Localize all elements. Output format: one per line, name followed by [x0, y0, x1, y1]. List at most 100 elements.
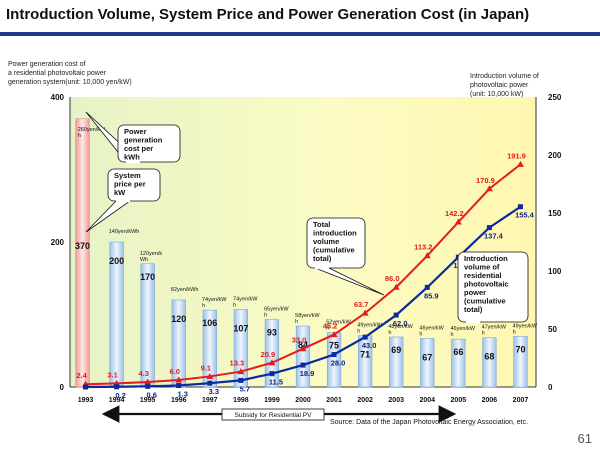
cost-bar-unit-label: 46yen/kW	[450, 326, 475, 332]
cost-callout-text: Power	[124, 127, 147, 136]
residential-callout-text: Introduction	[464, 254, 508, 263]
total-volume-point	[268, 359, 276, 366]
right-axis-title: (unit: 10,000 kW)	[470, 91, 523, 98]
total-volume-label: 9.1	[201, 363, 211, 372]
residential-callout-text: total)	[464, 305, 483, 314]
cost-bar-unit-label: 82yen/kWh	[171, 287, 199, 293]
cost-callout-text: generation	[124, 136, 163, 145]
page-number: 61	[577, 431, 592, 446]
cost-callout-text: kWh	[124, 153, 140, 162]
residential-volume-label: 1.3	[178, 389, 188, 398]
price-callout-box	[107, 168, 161, 202]
total-volume-point	[330, 331, 338, 338]
residential-volume-point	[486, 225, 492, 231]
left-axis-title: generation system(unit: 10,000 yen/kW)	[8, 79, 132, 86]
cost-bar-value: 68	[484, 352, 494, 362]
cost-bar-unit-label: 74yen/kW	[202, 297, 227, 303]
residential-volume-label: 137.4	[484, 232, 504, 241]
total-callout-text: introduction	[313, 229, 357, 238]
x-tick-label: 2005	[451, 397, 467, 404]
cost-bar-value: 71	[360, 350, 370, 360]
total-volume-label: 4.3	[138, 369, 148, 378]
total-volume-label: 20.9	[261, 350, 276, 359]
residential-callout-text: (cumulative	[464, 297, 506, 306]
residential-callout-text: residential	[464, 271, 502, 280]
total-volume-point	[206, 372, 214, 379]
residential-callout-text: volume of	[464, 263, 500, 272]
right-tick-label: 250	[548, 93, 562, 102]
cost-bar-unit-label: 52yen/kW	[326, 320, 351, 326]
residential-volume-label: 3.3	[209, 387, 219, 396]
price-callout-pointer-join	[116, 200, 130, 203]
cost-bar-unit-label: 260yen/kW	[78, 127, 106, 133]
x-tick-label: 2003	[388, 397, 404, 404]
x-tick-label: 1993	[78, 397, 94, 404]
cost-bar-unit-label: h	[357, 329, 360, 335]
cost-bar-value: 107	[233, 323, 248, 333]
total-volume-point	[485, 185, 493, 192]
cost-bar-unit-label: h	[482, 331, 485, 337]
cost-bar-value: 106	[202, 318, 217, 328]
cost-bar-value: 69	[391, 345, 401, 355]
total-volume-point	[516, 160, 524, 167]
residential-volume-point	[238, 377, 244, 383]
cost-bar-unit-label: 46yen/kW	[419, 325, 444, 331]
source-note: Source: Data of the Japan Photovoltaic E…	[330, 419, 528, 426]
left-axis-title: Power generation cost of	[8, 61, 85, 68]
cost-bar-unit-label: h	[233, 302, 236, 308]
cost-bar	[420, 338, 435, 388]
total-volume-point	[144, 378, 152, 385]
cost-bar-value: 84	[298, 340, 308, 350]
cost-bar-unit-label: h	[202, 303, 205, 309]
total-volume-point	[454, 218, 462, 225]
x-tick-label: 1997	[202, 397, 218, 404]
right-axis-title: Introduction volume of	[470, 73, 539, 80]
subsidy-box	[221, 408, 325, 421]
price-callout-text: kW	[114, 188, 126, 197]
x-tick-label: 1998	[233, 397, 249, 404]
right-tick-label: 50	[548, 325, 557, 334]
cost-bar-unit-label: 140yen/kWh	[109, 229, 140, 235]
x-tick-label: 2001	[326, 397, 342, 404]
total-callout-text: volume	[313, 237, 339, 246]
cost-bar-value: 70	[515, 344, 525, 354]
total-volume-label: 6.0	[170, 367, 180, 376]
cost-bar-unit-label: h	[295, 319, 298, 325]
cost-bar-unit-label: 48yen/kW	[388, 324, 413, 330]
total-callout-box	[306, 217, 366, 269]
right-tick-label: 150	[548, 209, 562, 218]
cost-bar-unit-label: h	[450, 332, 453, 338]
cost-callout-text: cost per	[124, 144, 153, 153]
residential-volume-point	[145, 383, 151, 389]
price-callout-text: price per	[114, 180, 146, 189]
cost-bar-unit-label: Wh	[140, 257, 148, 263]
cost-bar	[264, 319, 280, 388]
residential-callout-text: power	[464, 288, 486, 297]
total-callout-text: Total	[313, 220, 330, 229]
x-tick-label: 2000	[295, 397, 311, 404]
cost-bar-unit-label: 58yen/kW	[295, 313, 320, 319]
residential-volume-label: 5.7	[240, 384, 250, 393]
cost-bar-value: 370	[75, 241, 90, 251]
cost-bar-unit-label: h	[388, 330, 391, 336]
cost-bar-unit-label: 49yen/kW	[357, 323, 382, 329]
x-tick-label: 1994	[109, 397, 125, 404]
left-axis-title: a residential photovoltaic power	[8, 70, 107, 77]
x-tick-label: 2004	[419, 397, 435, 404]
cost-bar	[389, 336, 404, 388]
x-tick-label: 1996	[171, 397, 187, 404]
total-volume-point	[175, 376, 183, 383]
x-tick-label: 2007	[513, 397, 529, 404]
cost-bar-value: 66	[453, 347, 463, 357]
residential-volume-point	[331, 352, 337, 358]
cost-bar-unit-label: h	[326, 326, 329, 332]
total-volume-label: 142.2	[445, 209, 464, 218]
cost-bar-value: 75	[329, 341, 339, 351]
residential-volume-label: 43.0	[362, 341, 377, 350]
residential-volume-label: 11.5	[269, 378, 283, 387]
residential-volume-point	[176, 382, 182, 388]
residential-volume-point	[517, 204, 523, 210]
